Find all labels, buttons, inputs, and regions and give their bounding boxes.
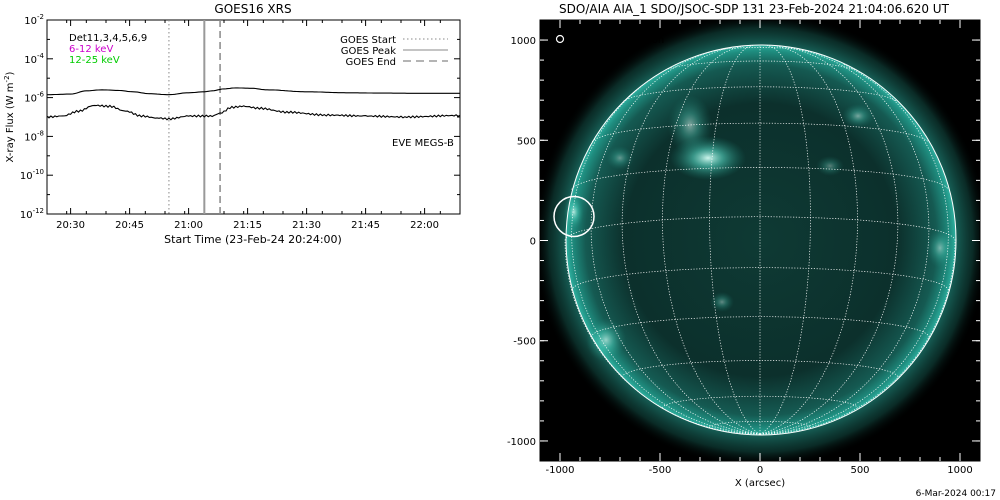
grid-meridian bbox=[759, 46, 899, 435]
legend-entry: GOES Start bbox=[340, 35, 396, 46]
goes-xrs-chart: GOES16 XRS 10-2 10-4 10-6 10-8 10-10 10-12 20… bbox=[3, 2, 461, 246]
series-line-long bbox=[47, 87, 460, 96]
grid-meridian bbox=[759, 240, 956, 435]
grid-parallel bbox=[665, 60, 855, 71]
image-y-tick-label: 1000 bbox=[511, 36, 536, 47]
solar-disk bbox=[566, 45, 956, 435]
x-tick-label: 21:00 bbox=[174, 220, 203, 231]
aia-image-panel: SDO/AIA AIA_1 SDO/JSOC-SDP 131 23-Feb-20… bbox=[507, 2, 981, 489]
image-legend: O AIA flare location bbox=[555, 34, 664, 46]
image-y-tick-label: 0 bbox=[530, 237, 536, 248]
y-tick-label: 10-4 bbox=[24, 52, 44, 66]
grid-parallel bbox=[590, 316, 930, 338]
legend-entry: 12-25 keV bbox=[69, 55, 120, 66]
y-tick-label: 10-6 bbox=[24, 91, 44, 105]
active-region bbox=[668, 95, 712, 155]
active-region bbox=[564, 194, 584, 230]
grid-meridian bbox=[621, 46, 761, 435]
grid-parallel bbox=[621, 360, 899, 378]
image-y-tick-label: -1000 bbox=[507, 437, 536, 448]
x-tick-label: 20:30 bbox=[56, 220, 85, 231]
image-x-tick-label: 500 bbox=[850, 465, 869, 476]
image-x-tick-label: 1000 bbox=[947, 465, 972, 476]
x-tick-label: 21:15 bbox=[233, 220, 262, 231]
solar-limb bbox=[565, 44, 957, 436]
x-axis-label: Start Time (23-Feb-24 20:24:00) bbox=[164, 233, 342, 246]
legend-entry: GOES End bbox=[346, 57, 396, 68]
series-line-short bbox=[47, 104, 460, 121]
x-tick-label: 21:30 bbox=[292, 220, 321, 231]
image-x-tick-label: -500 bbox=[649, 465, 672, 476]
grid-meridian bbox=[759, 63, 949, 435]
x-tick-label: 20:45 bbox=[115, 220, 144, 231]
solar-disk-group bbox=[540, 20, 980, 461]
image-y-tick-label: -500 bbox=[513, 337, 536, 348]
active-region bbox=[586, 318, 626, 362]
active-region bbox=[926, 228, 954, 268]
image-x-tick-label: -1000 bbox=[545, 465, 574, 476]
grid-parallel bbox=[662, 395, 858, 409]
legend-circle-icon bbox=[555, 34, 565, 44]
grid-parallel bbox=[564, 216, 956, 241]
grid-meridian bbox=[759, 49, 930, 435]
grid-parallel bbox=[715, 47, 805, 52]
active-region bbox=[606, 146, 634, 170]
grid-meridian bbox=[709, 45, 761, 435]
image-x-tick-label: 0 bbox=[757, 465, 763, 476]
image-y-tick-label: 500 bbox=[517, 136, 536, 147]
image-y-ticks: 1000 500 0 -500 -1000 bbox=[507, 36, 980, 448]
flare-location-circle bbox=[553, 195, 595, 238]
image-title: SDO/AIA AIA_1 SDO/JSOC-SDP 131 23-Feb-20… bbox=[559, 2, 950, 16]
x-tick-label: 22:00 bbox=[410, 220, 439, 231]
chart-title: GOES16 XRS bbox=[214, 2, 291, 16]
flux-series bbox=[47, 87, 460, 121]
active-region bbox=[816, 156, 844, 176]
legend-text: O AIA flare location bbox=[568, 35, 664, 46]
grid-meridian bbox=[590, 49, 761, 435]
active-region bbox=[842, 104, 874, 128]
y-tick-label: 10-8 bbox=[24, 129, 44, 143]
heliographic-grid bbox=[564, 45, 956, 435]
y-tick-label: 10-10 bbox=[20, 168, 44, 182]
x-tick-label: 21:45 bbox=[351, 220, 380, 231]
grid-meridian bbox=[759, 45, 811, 435]
grid-parallel bbox=[709, 420, 811, 428]
grid-parallel bbox=[571, 167, 949, 190]
y-axis-label: X-ray Flux (W m-2) bbox=[3, 71, 16, 162]
active-region bbox=[710, 292, 734, 312]
legend-entry: Det11,3,4,5,6,9 bbox=[69, 33, 147, 44]
y-tick-label: 10-2 bbox=[24, 13, 44, 27]
y-axis-ticks: 10-2 10-4 10-6 10-8 10-10 10-12 bbox=[20, 13, 460, 221]
eve-megs-label: EVE MEGS-B bbox=[392, 138, 454, 149]
legend-entry: 6-12 keV bbox=[69, 44, 113, 55]
y-tick-label: 10-12 bbox=[20, 207, 44, 221]
image-x-axis-label: X (arcsec) bbox=[735, 478, 785, 489]
image-x-ticks: -1000 -500 0 500 1000 bbox=[545, 20, 973, 476]
grid-parallel bbox=[571, 267, 949, 291]
grid-meridian bbox=[571, 63, 761, 435]
legend-entry: GOES Peak bbox=[341, 46, 396, 57]
grid-parallel bbox=[623, 86, 897, 102]
footer-timestamp: 6-Mar-2024 00:17 bbox=[916, 489, 996, 499]
